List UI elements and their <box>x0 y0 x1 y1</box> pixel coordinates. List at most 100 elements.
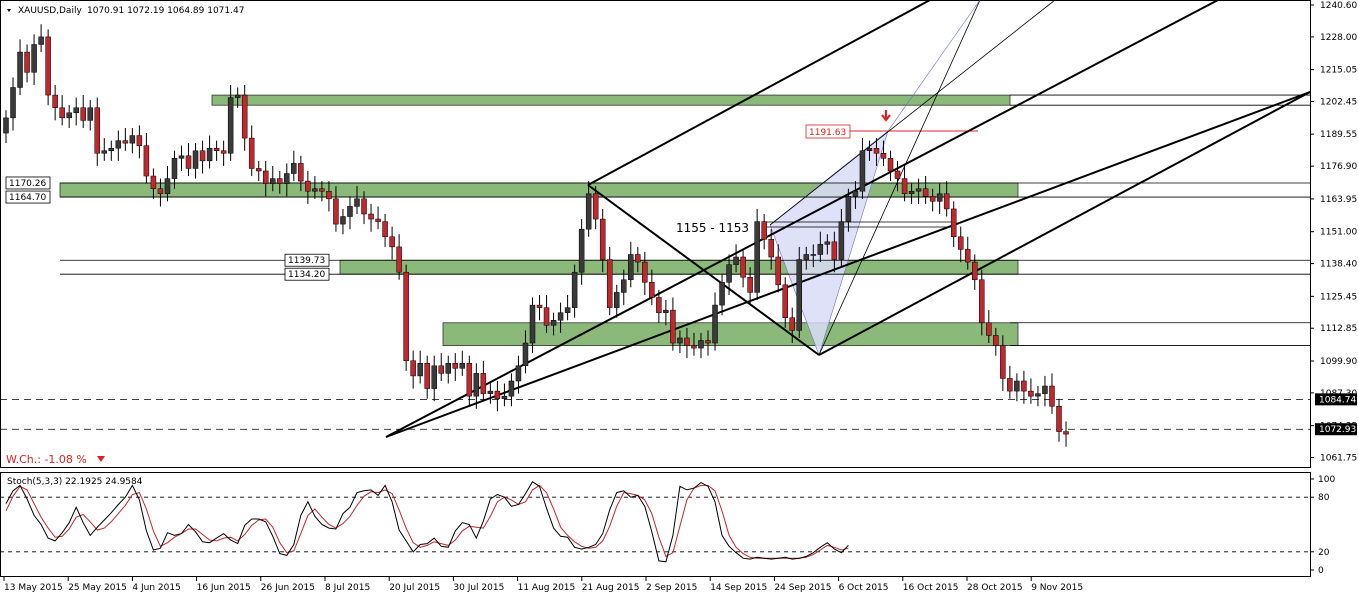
candle-bear <box>319 188 325 192</box>
candle-bear <box>1063 431 1069 435</box>
candle-bull <box>585 193 592 230</box>
level-labels: 1170.26 1164.70 1139.73 1134.20 1191.63 <box>5 110 891 281</box>
candle-bear <box>213 147 220 151</box>
candle-bear <box>894 170 901 179</box>
candle-bull <box>459 363 466 369</box>
x-tick-label: 8 Jul 2015 <box>325 583 370 593</box>
price-tag-level: 1084.74 <box>1319 395 1356 405</box>
trend-lines <box>385 0 1311 438</box>
y-tick-label: 1099.90 <box>1320 357 1357 367</box>
candle-bear <box>986 322 992 336</box>
stoch-main-line <box>5 480 849 563</box>
candle-bull <box>621 279 627 293</box>
candle-bear <box>157 188 164 195</box>
candle-bull <box>817 244 824 255</box>
x-tick-label: 26 Jun 2015 <box>261 583 315 593</box>
candle-bear <box>543 307 550 326</box>
candle-bull <box>487 390 494 394</box>
candle-bear <box>592 193 599 220</box>
candle-bull <box>571 271 578 308</box>
channel-line <box>818 91 1311 356</box>
candle-bear <box>1000 345 1006 379</box>
candle-bear <box>361 198 367 215</box>
y-tick-label: 1138.40 <box>1320 260 1357 270</box>
level-label-box <box>5 190 51 204</box>
x-tick-label: 25 May 2015 <box>68 583 127 593</box>
x-tick-label: 16 Jun 2015 <box>197 583 251 593</box>
candle-bear <box>705 340 711 344</box>
support-resistance-zones <box>59 94 1019 346</box>
candle-bull <box>164 178 171 195</box>
candle-bull <box>129 135 136 144</box>
x-tick-label: 4 Jun 2015 <box>132 583 180 593</box>
candle-bull <box>866 147 873 151</box>
candle-bull <box>473 373 480 397</box>
candle-bull <box>291 163 297 174</box>
candle-bear <box>1007 378 1013 392</box>
candle-bear <box>972 261 978 281</box>
weekly-change: W.Ch.: -1.08 % <box>6 453 87 466</box>
candle-bear <box>950 208 957 238</box>
candle-bull <box>340 216 346 225</box>
y-tick-label: 1061.75 <box>1320 454 1357 464</box>
candle-bear <box>880 153 887 159</box>
candle-bull <box>17 51 23 88</box>
x-tick-label: 9 Nov 2015 <box>1031 583 1083 593</box>
x-tick-label: 14 Sep 2015 <box>710 583 767 593</box>
x-tick-label: 2 Sep 2015 <box>646 583 697 593</box>
candle-bull <box>859 150 866 192</box>
channel-line <box>385 0 1219 438</box>
peak-label: 1191.63 <box>809 128 846 138</box>
candle-bull <box>908 190 915 195</box>
candle-bear <box>649 282 655 298</box>
candle-bull <box>824 241 831 245</box>
candle-bear <box>606 259 613 308</box>
candle-bull <box>852 190 859 197</box>
x-tick-label: 24 Sep 2015 <box>774 583 831 593</box>
candle-bear <box>656 297 662 313</box>
candle-bear <box>775 256 781 286</box>
candle-bull <box>312 188 318 192</box>
y-tick-label: 1163.95 <box>1320 195 1357 205</box>
candle-bear <box>220 150 227 154</box>
x-tick-label: 28 Oct 2015 <box>967 583 1023 593</box>
candle-bear <box>670 309 676 344</box>
candle-bear <box>94 107 101 154</box>
x-tick-label: 21 Aug 2015 <box>582 583 640 593</box>
candle-bear <box>929 196 936 202</box>
y-tick-label: 1151.00 <box>1320 228 1357 238</box>
candle-bear <box>993 335 999 346</box>
candle-bear <box>1056 406 1062 432</box>
candle-bear <box>1028 390 1034 397</box>
candle-bear <box>375 218 381 222</box>
candle-bear <box>635 254 641 263</box>
candle-bear <box>789 317 795 331</box>
candle-bull <box>66 112 72 119</box>
candle-bull <box>38 36 44 45</box>
y-tick-label: 1125.45 <box>1320 292 1357 302</box>
candle-bear <box>403 271 409 361</box>
candle-bear <box>964 249 971 263</box>
candle-bear <box>122 140 129 144</box>
y-tick-label: 1202.45 <box>1320 98 1357 108</box>
candle-bull <box>115 140 122 149</box>
down-arrow-icon <box>881 110 891 122</box>
candle-bear <box>1021 380 1027 392</box>
stoch-tick-label: 0 <box>1318 566 1324 576</box>
candle-bear <box>438 365 444 374</box>
candle-bear <box>333 198 339 225</box>
candle-bear <box>277 178 283 184</box>
candle-bull <box>192 150 199 169</box>
candle-bear <box>382 221 388 238</box>
channel-line <box>587 184 820 356</box>
candle-bear <box>255 168 262 172</box>
candle-bull <box>171 158 178 179</box>
zone-band <box>339 259 1019 275</box>
annotation-range: 1155 - 1153 <box>676 221 749 235</box>
level-label-box <box>284 267 330 281</box>
candle-bull <box>796 259 803 331</box>
candle-bull <box>522 342 529 367</box>
candle-bull <box>726 264 732 283</box>
candle-bull <box>810 254 817 256</box>
